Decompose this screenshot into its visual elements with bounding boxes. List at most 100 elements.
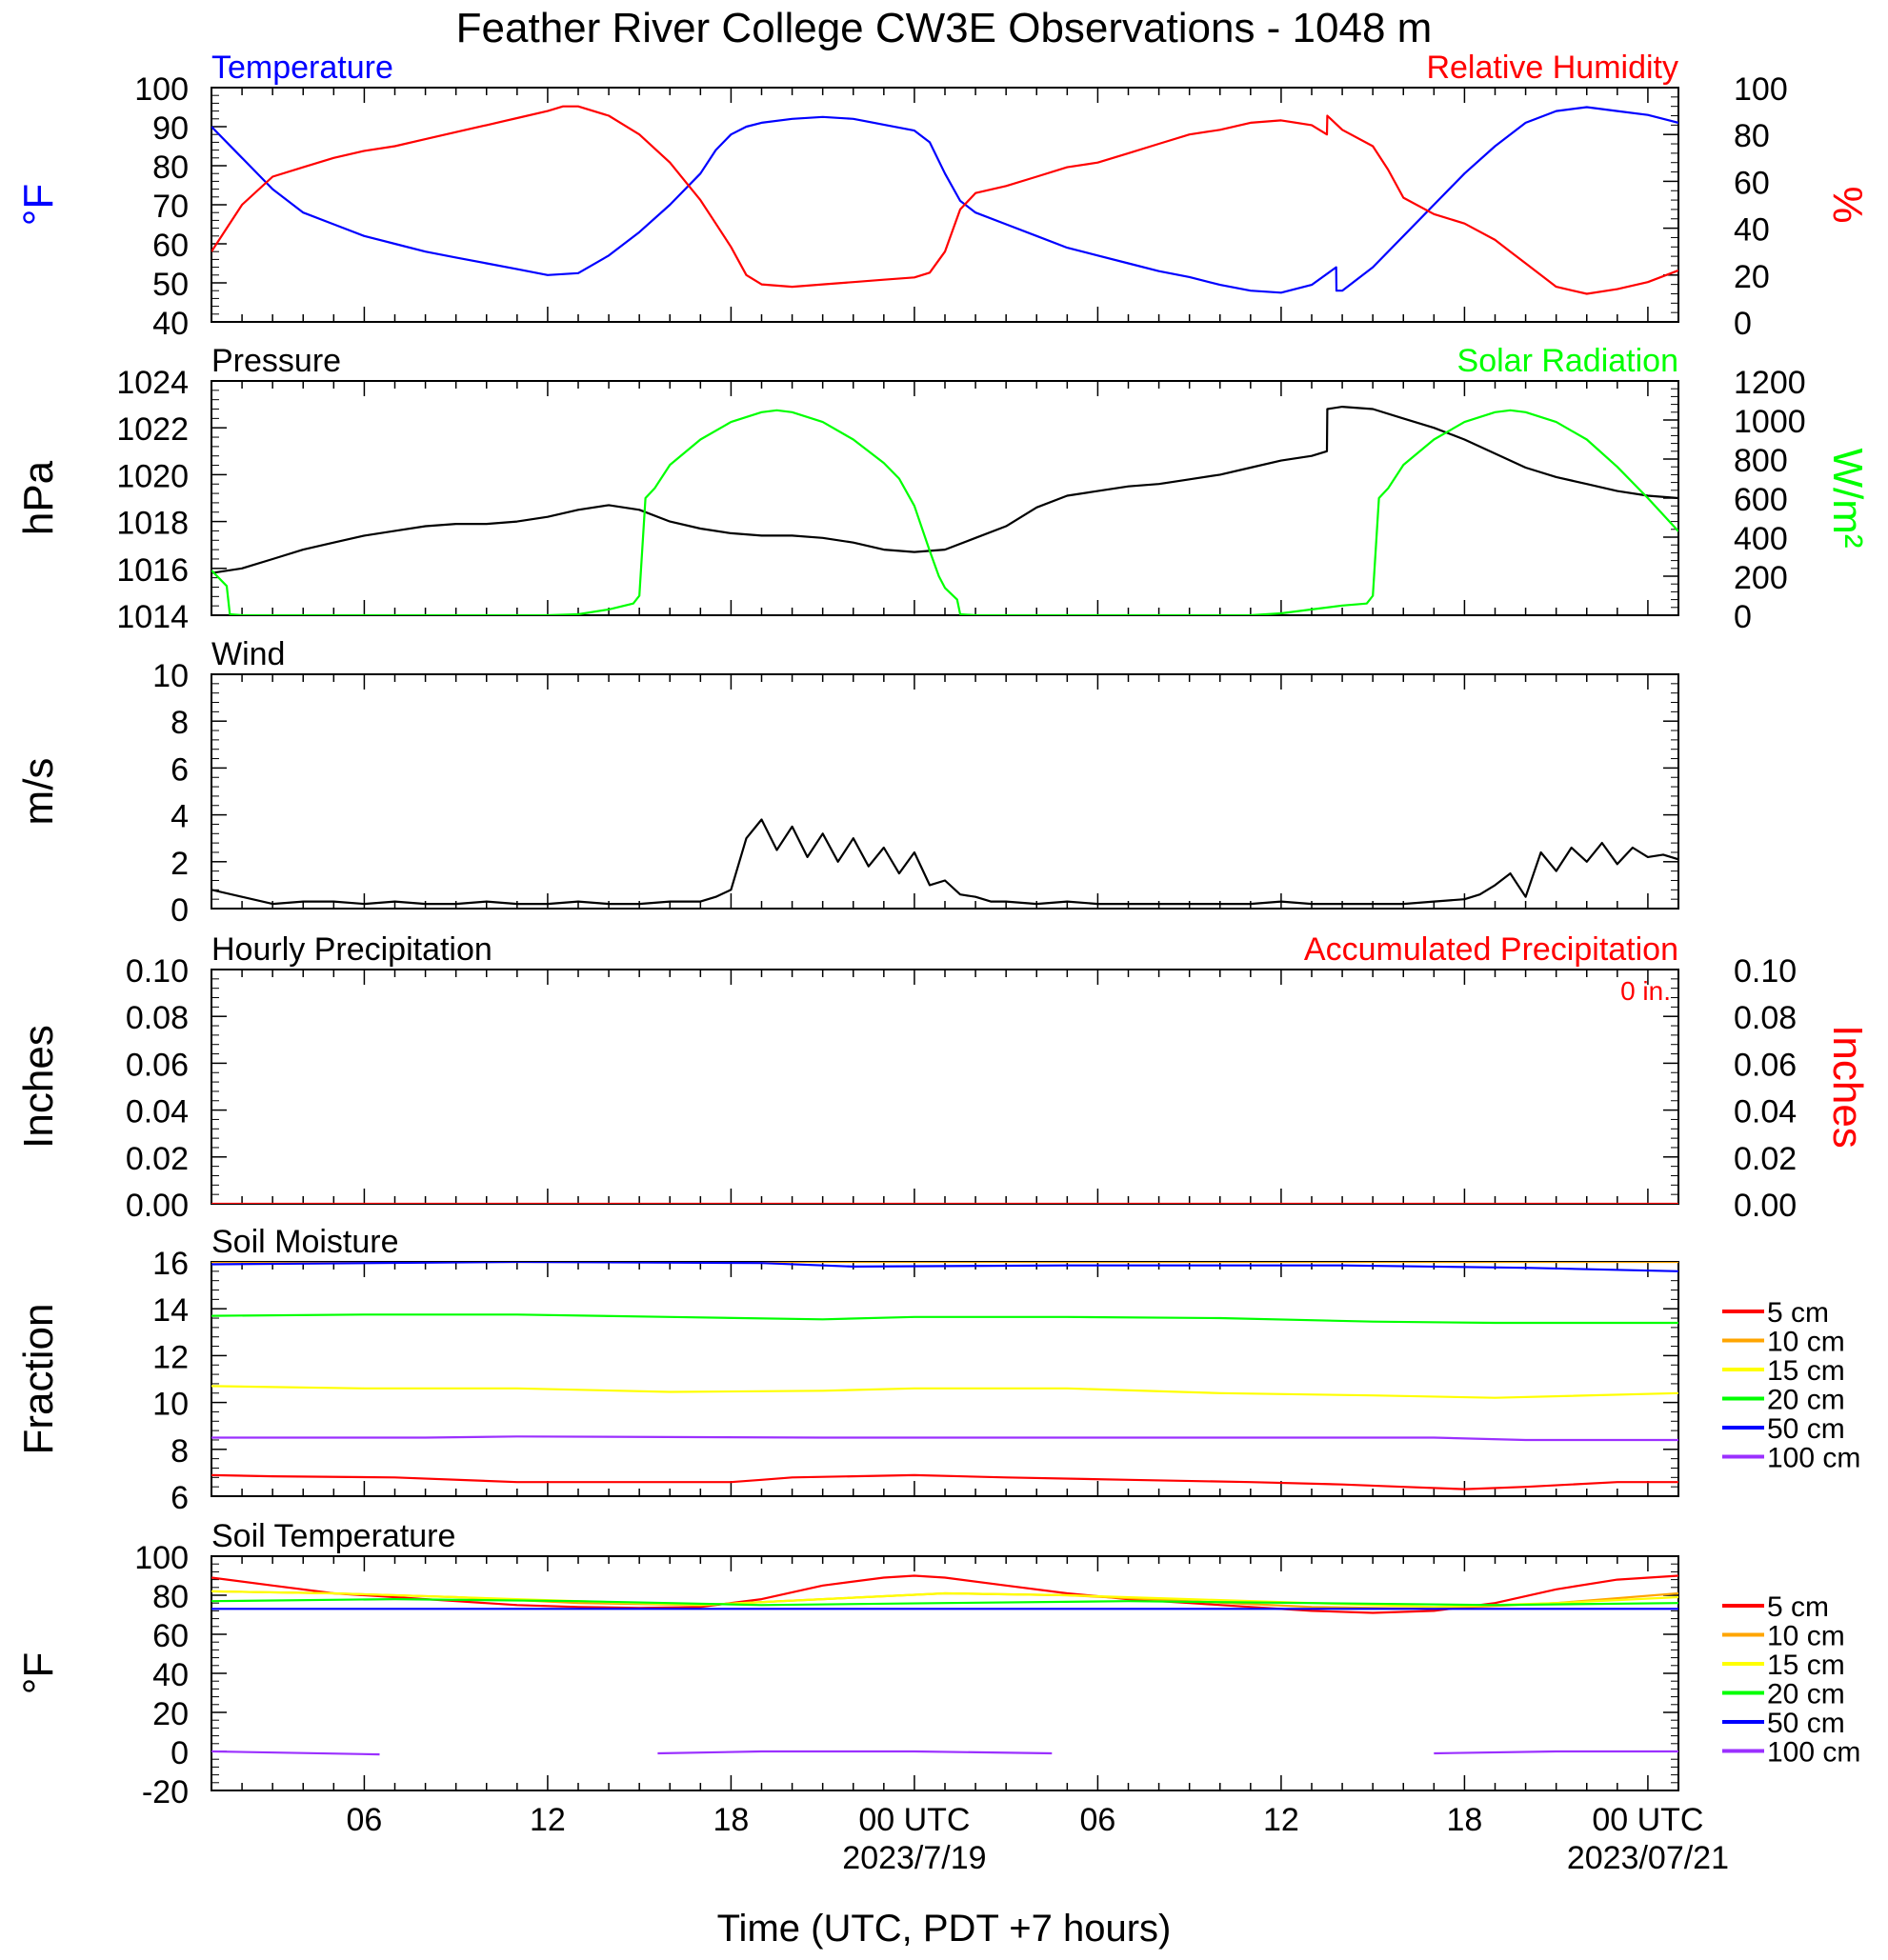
y-axis-label-left: Fraction [15, 1304, 62, 1455]
plot-frame [211, 969, 1679, 1205]
panel-title-left: Pressure [211, 343, 341, 379]
legend-label: 50 cm [1767, 1413, 1845, 1445]
panel-wind: 10 8 6 4 2 0 Wind m/s [15, 636, 1679, 929]
panel-title-right: Accumulated Precipitation [1304, 931, 1678, 968]
series-line [211, 1385, 1678, 1399]
y-tick-label-left: 80 [152, 150, 189, 186]
y-axis-label-left: m/s [15, 758, 62, 826]
legend-item: 15 cm [1722, 1355, 1845, 1387]
y-tick-label-left: 14 [152, 1292, 189, 1329]
series-line [211, 1435, 1678, 1442]
series-pressure-solar-1 [211, 409, 1678, 615]
y-tick-label-right: 0 [1734, 306, 1752, 342]
legend-label: 100 cm [1767, 1443, 1860, 1474]
legend-item: 100 cm [1722, 1443, 1860, 1474]
panel-title-right: Relative Humidity [1426, 50, 1678, 86]
x-tick-sublabel: 2023/07/21 [1567, 1840, 1729, 1876]
plot-frame [211, 1261, 1679, 1497]
series-line [211, 1262, 1678, 1272]
x-tick-label: 00 UTC [858, 1802, 970, 1838]
y-tick-label-left: 0.08 [126, 1000, 189, 1036]
series-soil-moisture-0 [211, 1473, 1678, 1490]
legend-item: 10 cm [1722, 1327, 1845, 1358]
y-tick-label-left: 50 [152, 267, 189, 303]
series-line [657, 1750, 1053, 1755]
x-tick-label: 18 [1447, 1802, 1483, 1838]
y-tick-label-right: 200 [1734, 560, 1788, 596]
y-tick-label-left: 1020 [116, 458, 189, 494]
legend-label: 5 cm [1767, 1297, 1829, 1329]
legend-label: 15 cm [1767, 1650, 1845, 1681]
y-tick-label-right: 400 [1734, 521, 1788, 557]
series-temp-rh-1 [211, 105, 1678, 295]
y-tick-label-left: 60 [152, 228, 189, 264]
series-temp-rh-0 [211, 106, 1678, 294]
legend-label: 10 cm [1767, 1327, 1845, 1358]
y-tick-label-left: 8 [171, 1433, 189, 1470]
y-axis-label-left: °F [15, 1652, 62, 1694]
y-axis-label-left: hPa [15, 460, 62, 535]
y-tick-label-right: 20 [1734, 259, 1770, 295]
y-tick-label-left: 8 [171, 705, 189, 741]
y-tick-label-left: 12 [152, 1339, 189, 1375]
y-tick-label-right: 800 [1734, 443, 1788, 479]
y-tick-label-right: 60 [1734, 165, 1770, 201]
y-tick-label-right: 0.02 [1734, 1141, 1797, 1177]
y-tick-label-left: 100 [134, 1540, 189, 1576]
y-axis-label-right: Inches [1824, 1025, 1871, 1149]
y-tick-label-left: 6 [171, 1480, 189, 1516]
y-tick-label-left: 1014 [116, 599, 189, 635]
y-axis-label-left: °F [15, 184, 62, 226]
series-line [211, 106, 1678, 294]
y-tick-label-left: 6 [171, 751, 189, 788]
figure-title: Feather River College CW3E Observations … [456, 5, 1433, 51]
series-soil-temperature-0 [211, 1574, 1678, 1614]
y-tick-label-left: 0.10 [126, 953, 189, 990]
y-tick-label-right: 0 [1734, 599, 1752, 635]
series-line [211, 406, 1678, 574]
x-tick-label: 06 [347, 1802, 383, 1838]
series-soil-temperature-5 [211, 1750, 1678, 1756]
y-tick-label-left: 60 [152, 1618, 189, 1654]
y-tick-label-left: -20 [142, 1774, 189, 1810]
y-tick-label-right: 0.08 [1734, 1000, 1797, 1036]
y-tick-label-left: 90 [152, 110, 189, 147]
y-tick-label-right: 1000 [1734, 404, 1806, 440]
legend-label: 5 cm [1767, 1591, 1829, 1623]
y-tick-label-left: 1016 [116, 552, 189, 589]
legend-item: 15 cm [1722, 1650, 1845, 1681]
panel-title-left: Soil Temperature [211, 1518, 455, 1554]
y-tick-label-left: 0 [171, 892, 189, 929]
panel-precip: 0.10 0.08 0.06 0.04 0.02 0.00 0.10 0.08 0.06 0.04… [15, 931, 1871, 1224]
y-tick-label-left: 1024 [116, 365, 189, 401]
y-tick-label-right: 0.04 [1734, 1094, 1797, 1130]
y-tick-label-left: 4 [171, 799, 189, 835]
series-line [211, 1590, 1678, 1609]
y-tick-label-left: 100 [134, 71, 189, 108]
y-tick-label-left: 10 [152, 1387, 189, 1423]
series-soil-moisture-3 [211, 1313, 1678, 1325]
series-line [211, 409, 1678, 615]
y-tick-label-right: 0.06 [1734, 1047, 1797, 1083]
x-tick-label: 00 UTC [1592, 1802, 1703, 1838]
y-tick-label-right: 1200 [1734, 365, 1806, 401]
y-tick-label-left: 80 [152, 1579, 189, 1615]
y-tick-label-left: 1018 [116, 506, 189, 542]
y-tick-label-left: 70 [152, 189, 189, 225]
series-soil-moisture-5 [211, 1435, 1678, 1442]
legend-item: 5 cm [1722, 1591, 1829, 1623]
legend-item: 50 cm [1722, 1708, 1845, 1739]
y-tick-label-left: 0.04 [126, 1094, 189, 1130]
y-tick-label-left: 10 [152, 658, 189, 694]
panel-title-left: Wind [211, 636, 285, 672]
y-tick-label-right: 40 [1734, 212, 1770, 249]
panel-pressure-solar: 1024 1022 1020 1018 1016 1014 1200100080060040… [15, 343, 1871, 635]
y-axis-label-right: % [1824, 186, 1871, 223]
panel-title-left: Hourly Precipitation [211, 931, 492, 968]
plot-frame [211, 87, 1679, 323]
legend-item: 10 cm [1722, 1621, 1845, 1652]
y-tick-label-right: 0.10 [1734, 953, 1797, 990]
series-line [211, 105, 1678, 295]
